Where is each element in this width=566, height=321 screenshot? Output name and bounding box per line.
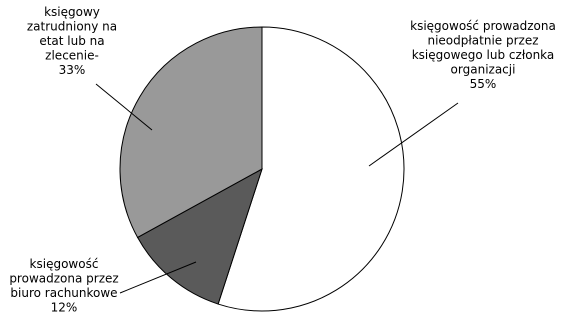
pie-slice bbox=[136, 167, 263, 305]
pie-slices bbox=[119, 26, 405, 312]
slice-label-line: księgowość prowadzona bbox=[410, 19, 556, 33]
leader-line bbox=[95, 83, 153, 131]
slice-label-line: zlecenie- bbox=[45, 49, 99, 63]
slice-label-line: prowadzona przez bbox=[9, 272, 118, 286]
slice-label-line: księgowy bbox=[44, 5, 100, 19]
slice-label-line: organizacji bbox=[451, 63, 516, 77]
leader-line bbox=[119, 261, 197, 294]
leader-line bbox=[368, 102, 459, 167]
slice-label-line: biuro rachunkowe bbox=[10, 286, 117, 300]
slice-percent-label: 33% bbox=[59, 63, 86, 77]
slice-percent-label: 55% bbox=[470, 77, 497, 91]
slice-label-line: etat lub na bbox=[39, 34, 104, 48]
slice-labels: księgowość prowadzona nieodpłatnie przez k… bbox=[9, 5, 556, 315]
pie-slice bbox=[119, 26, 263, 239]
slice-label-line: nieodpłatnie przez bbox=[427, 34, 538, 48]
pie-slice bbox=[217, 26, 405, 312]
slice-label: księgowość prowadzona przez biuro rachunko… bbox=[9, 257, 118, 315]
slice-percent-label: 12% bbox=[51, 301, 78, 315]
slice-label: księgowy zatrudniony na etat lub na zleceni… bbox=[27, 5, 117, 77]
leader-lines bbox=[95, 83, 459, 294]
slice-label-line: księgowego lub członka bbox=[412, 48, 555, 62]
slice-label: księgowość prowadzona nieodpłatnie przez k… bbox=[410, 19, 556, 91]
slice-label-line: księgowość bbox=[30, 257, 99, 271]
slice-label-line: zatrudniony na bbox=[27, 20, 117, 34]
